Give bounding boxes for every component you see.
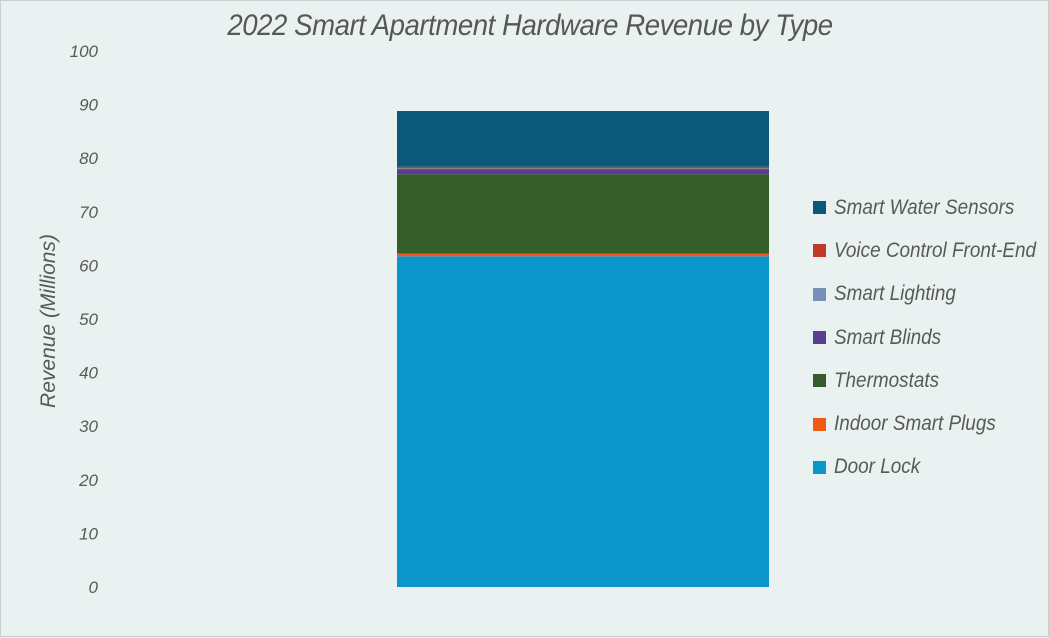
y-tick-label: 40: [79, 364, 98, 383]
bar-segment-thermostats: [397, 174, 769, 254]
chart-title: 2022 Smart Apartment Hardware Revenue by…: [227, 9, 833, 42]
y-tick-label: 10: [79, 524, 98, 543]
y-tick-label: 80: [79, 149, 98, 168]
legend-swatch: [813, 331, 826, 345]
legend-item: Smart Water Sensors: [813, 186, 1049, 229]
legend-swatch: [813, 460, 826, 474]
bar-segment-smart-water-sensors: [397, 111, 769, 167]
legend-item: Voice Control Front-End: [813, 229, 1049, 272]
legend-swatch: [813, 201, 826, 215]
y-tick-label: 100: [70, 42, 99, 61]
legend-label: Smart Blinds: [834, 325, 942, 349]
legend: Smart Water Sensors Voice Control Front-E…: [813, 186, 1049, 489]
y-axis-ticks: 0 10 20 30 40 50 60 70 80 90 100: [70, 42, 99, 597]
y-tick-label: 90: [79, 96, 98, 115]
legend-item: Smart Blinds: [813, 316, 1049, 359]
legend-label: Indoor Smart Plugs: [834, 412, 996, 436]
y-tick-label: 50: [79, 310, 98, 329]
bar-segment-voice-control-front-end: [397, 166, 769, 169]
y-tick-label: 0: [89, 578, 99, 597]
bar-stack: [397, 111, 769, 587]
bar-segment-smart-blinds: [397, 168, 769, 175]
y-tick-label: 60: [79, 256, 98, 275]
y-tick-label: 30: [79, 417, 98, 436]
legend-label: Smart Lighting: [834, 282, 956, 306]
legend-item: Indoor Smart Plugs: [813, 402, 1049, 445]
legend-swatch: [813, 287, 826, 301]
legend-swatch: [813, 244, 826, 258]
bar-segment-door-lock: [397, 256, 769, 587]
legend-label: Smart Water Sensors: [834, 195, 1015, 219]
legend-label: Door Lock: [834, 455, 921, 479]
legend-label: Thermostats: [834, 368, 940, 392]
legend-swatch: [813, 417, 826, 431]
bar-segment-smart-lighting: [397, 168, 769, 170]
legend-item: Door Lock: [813, 446, 1049, 489]
y-tick-label: 20: [78, 471, 98, 490]
legend-item: Smart Lighting: [813, 273, 1049, 316]
legend-label: Voice Control Front-End: [834, 238, 1037, 262]
bar-segment-indoor-smart-plugs: [397, 253, 769, 257]
y-tick-label: 70: [79, 203, 98, 222]
legend-swatch: [813, 374, 826, 388]
legend-item: Thermostats: [813, 359, 1049, 402]
